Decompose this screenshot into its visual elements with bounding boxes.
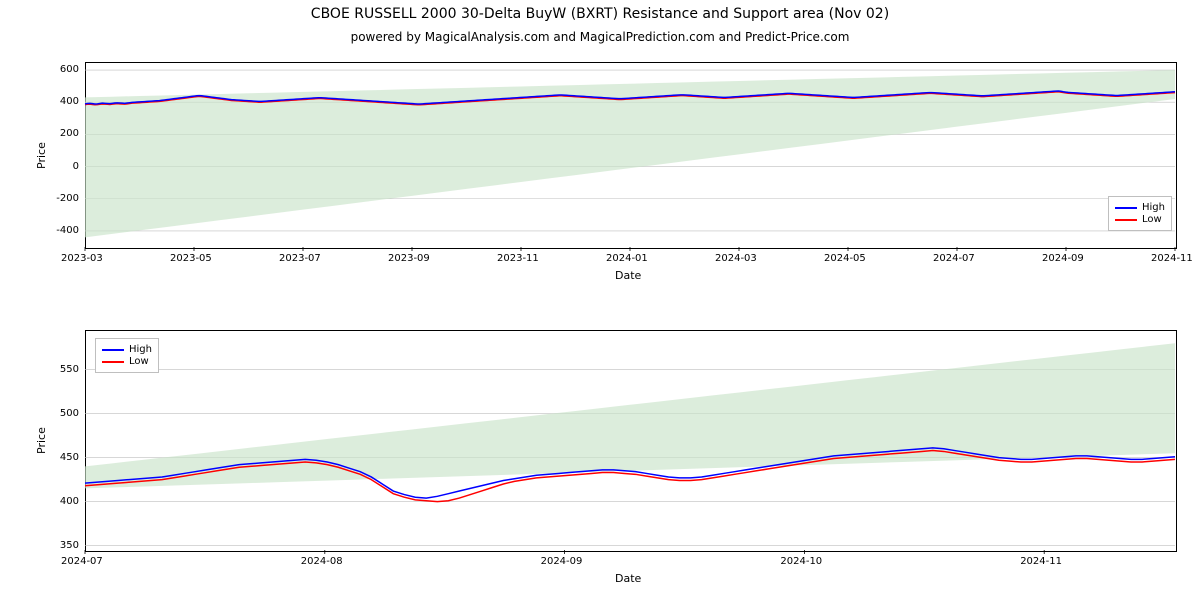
legend-item: Low [1115,214,1165,225]
top-y-axis-label: Price [35,142,48,169]
x-tick-label: 2024-07 [933,253,975,264]
y-tick-label: 550 [60,364,79,375]
y-tick-label: 400 [60,96,79,107]
y-tick-label: 500 [60,408,79,419]
legend-label: Low [1142,214,1162,225]
legend-label: High [129,344,152,355]
y-tick-label: 0 [73,161,79,172]
y-tick-label: -400 [56,225,79,236]
legend-item: High [102,344,152,355]
legend-label: Low [129,356,149,367]
x-tick-label: 2023-05 [170,253,212,264]
y-tick-label: 200 [60,128,79,139]
chart-subtitle: powered by MagicalAnalysis.com and Magic… [0,30,1200,44]
bottom-legend: HighLow [95,338,159,373]
bottom-y-axis-label: Price [35,427,48,454]
top-chart-svg [85,62,1175,247]
y-tick-label: -200 [56,193,79,204]
x-tick-label: 2023-09 [388,253,430,264]
x-tick-label: 2024-10 [780,556,822,567]
x-tick-label: 2024-05 [824,253,866,264]
legend-item: High [1115,202,1165,213]
x-tick-label: 2023-03 [61,253,103,264]
legend-swatch [102,361,124,363]
legend-swatch [1115,207,1137,209]
x-tick-label: 2024-09 [541,556,583,567]
x-tick-label: 2024-07 [61,556,103,567]
bottom-chart-svg [85,330,1175,550]
x-tick-label: 2023-11 [497,253,539,264]
top-legend: HighLow [1108,196,1172,231]
y-tick-label: 600 [60,64,79,75]
x-tick-label: 2024-08 [301,556,343,567]
legend-label: High [1142,202,1165,213]
x-tick-label: 2024-03 [715,253,757,264]
legend-swatch [102,349,124,351]
figure: CBOE RUSSELL 2000 30-Delta BuyW (BXRT) R… [0,0,1200,600]
x-tick-label: 2024-01 [606,253,648,264]
y-tick-label: 400 [60,496,79,507]
top-x-axis-label: Date [615,269,641,282]
x-tick-label: 2023-07 [279,253,321,264]
legend-swatch [1115,219,1137,221]
legend-item: Low [102,356,152,367]
x-tick-label: 2024-11 [1151,253,1193,264]
y-tick-label: 450 [60,452,79,463]
x-tick-label: 2024-11 [1020,556,1062,567]
chart-title: CBOE RUSSELL 2000 30-Delta BuyW (BXRT) R… [0,6,1200,22]
bottom-x-axis-label: Date [615,572,641,585]
x-tick-label: 2024-09 [1042,253,1084,264]
y-tick-label: 350 [60,540,79,551]
